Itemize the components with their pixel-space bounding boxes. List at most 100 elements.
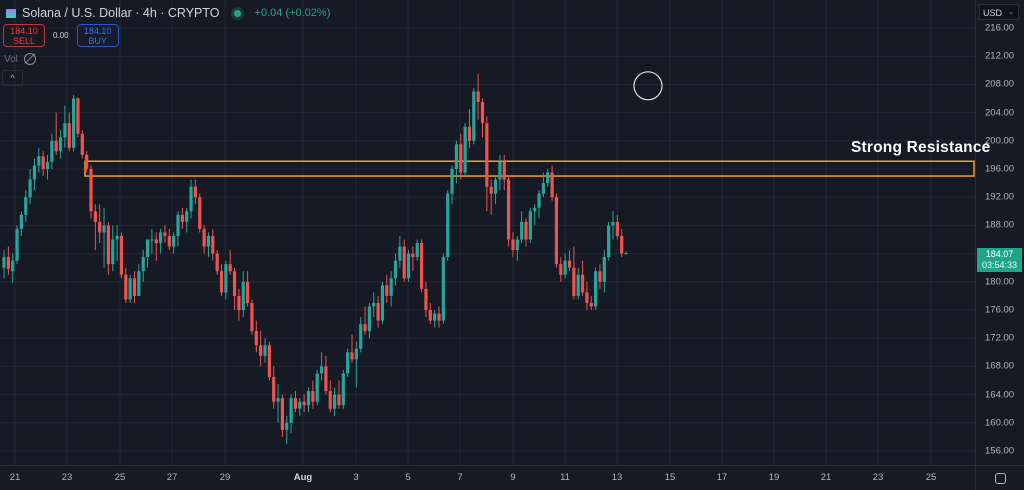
collapse-legend-button[interactable]: ^ bbox=[2, 70, 23, 86]
candle-up bbox=[263, 345, 267, 356]
candle-up bbox=[185, 211, 189, 222]
price-tick-label: 196.00 bbox=[985, 163, 1015, 175]
candle-up bbox=[306, 391, 311, 406]
candle-down bbox=[198, 197, 202, 229]
candle-down bbox=[580, 274, 585, 293]
candle-up bbox=[150, 239, 154, 241]
sell-price: 184.10 bbox=[10, 26, 38, 36]
volume-indicator[interactable]: Vol bbox=[4, 53, 36, 65]
chart-pane[interactable] bbox=[0, 0, 975, 465]
candle-up bbox=[533, 207, 537, 212]
candle-up bbox=[454, 144, 458, 169]
candle-down bbox=[485, 123, 489, 187]
time-tick-label: 29 bbox=[219, 472, 231, 483]
candle-up bbox=[433, 313, 437, 321]
candle-up bbox=[498, 161, 502, 180]
candle-down bbox=[411, 253, 415, 258]
candle-down bbox=[89, 169, 93, 212]
time-tick-label: 27 bbox=[166, 472, 178, 483]
candlestick-chart[interactable] bbox=[0, 0, 975, 465]
candle-down bbox=[585, 292, 589, 303]
symbol-title[interactable]: Solana / U.S. Dollar · 4h · CRYPTO bbox=[22, 6, 220, 20]
candle-up bbox=[102, 225, 106, 233]
candle-up bbox=[607, 225, 611, 258]
candle-up bbox=[346, 352, 350, 374]
candle-up bbox=[441, 257, 445, 321]
time-tick-label: 17 bbox=[716, 472, 728, 483]
candle-down bbox=[293, 398, 298, 409]
candle-down bbox=[424, 288, 428, 310]
candle-down bbox=[476, 91, 480, 103]
time-axis[interactable]: 21 23 25 27 29 Aug 3 5 7 9 11 13 15 17 19 21 23 25 bbox=[0, 465, 975, 490]
settings-icon[interactable] bbox=[995, 473, 1006, 484]
candle-countdown: 03:54:33 bbox=[981, 260, 1018, 270]
candle-down bbox=[402, 246, 406, 279]
candle-down bbox=[6, 257, 10, 270]
time-tick-label: 3 bbox=[353, 472, 359, 483]
hidden-eye-icon[interactable] bbox=[23, 53, 36, 65]
candle-down bbox=[219, 271, 224, 293]
candle-up bbox=[541, 183, 545, 194]
candle-up bbox=[189, 186, 193, 212]
candle-up bbox=[406, 253, 411, 279]
candle-down bbox=[80, 133, 84, 155]
candle-up bbox=[380, 285, 385, 321]
candle-up bbox=[206, 235, 211, 247]
candle-down bbox=[420, 243, 424, 289]
candle-down bbox=[272, 376, 276, 402]
axis-corner bbox=[975, 465, 1024, 490]
candle-down bbox=[467, 126, 472, 141]
candle-up bbox=[515, 239, 519, 251]
candle-up bbox=[111, 239, 115, 265]
trade-panel: 184.10 SELL 0.00 184.10 BUY bbox=[3, 24, 119, 47]
candle-up bbox=[137, 271, 141, 296]
candle-down bbox=[437, 313, 441, 321]
candle-up bbox=[315, 373, 319, 402]
candle-down bbox=[567, 260, 572, 268]
time-tick-label: 11 bbox=[560, 472, 570, 483]
candle-up bbox=[159, 232, 163, 244]
candle-up bbox=[341, 373, 345, 406]
candle-down bbox=[250, 302, 254, 332]
candle-down bbox=[124, 274, 128, 300]
price-tick-label: 160.00 bbox=[985, 417, 1015, 429]
candle-up bbox=[176, 214, 180, 236]
candle-down bbox=[598, 271, 602, 282]
candle-down bbox=[480, 102, 485, 124]
time-tick-label: 19 bbox=[768, 472, 780, 483]
price-tick-label: 188.00 bbox=[985, 219, 1015, 231]
candle-up bbox=[576, 274, 580, 296]
resistance-annotation[interactable]: Strong Resistance bbox=[851, 139, 991, 156]
price-axis[interactable]: 216.00 212.00 208.00 204.00 200.00 196.00 192.… bbox=[975, 0, 1024, 465]
candle-up bbox=[520, 221, 524, 240]
time-tick-label: 25 bbox=[925, 472, 937, 483]
currency-select[interactable]: USD ⌄ bbox=[979, 4, 1019, 20]
time-tick-label: Aug bbox=[293, 472, 313, 483]
candle-down bbox=[154, 239, 158, 244]
symbol-header: Solana / U.S. Dollar · 4h · CRYPTO +0.04… bbox=[6, 6, 330, 20]
candle-down bbox=[228, 264, 232, 272]
time-tick-label: 9 bbox=[510, 472, 516, 483]
candle-down bbox=[54, 140, 58, 152]
sell-button[interactable]: 184.10 SELL bbox=[3, 24, 45, 47]
candle-down bbox=[502, 161, 506, 180]
candle-down bbox=[232, 271, 237, 296]
candle-up bbox=[611, 221, 615, 226]
candle-up bbox=[224, 264, 228, 293]
candle-down bbox=[311, 391, 315, 402]
market-status-icon[interactable] bbox=[233, 9, 241, 17]
candle-down bbox=[93, 211, 97, 222]
time-tick-label: 13 bbox=[611, 472, 623, 483]
candle-down bbox=[489, 186, 493, 194]
candle-down bbox=[215, 253, 219, 272]
buy-button[interactable]: 184.10 BUY bbox=[76, 24, 119, 47]
candle-up bbox=[50, 140, 54, 162]
candle-down bbox=[524, 221, 528, 240]
price-tick-label: 172.00 bbox=[985, 332, 1015, 344]
last-price: 184.07 bbox=[985, 249, 1014, 259]
candle-down bbox=[202, 228, 206, 247]
candle-down bbox=[385, 285, 389, 296]
candle-down bbox=[550, 172, 554, 198]
currency-label: USD bbox=[983, 8, 1003, 18]
candle-up bbox=[398, 246, 402, 261]
